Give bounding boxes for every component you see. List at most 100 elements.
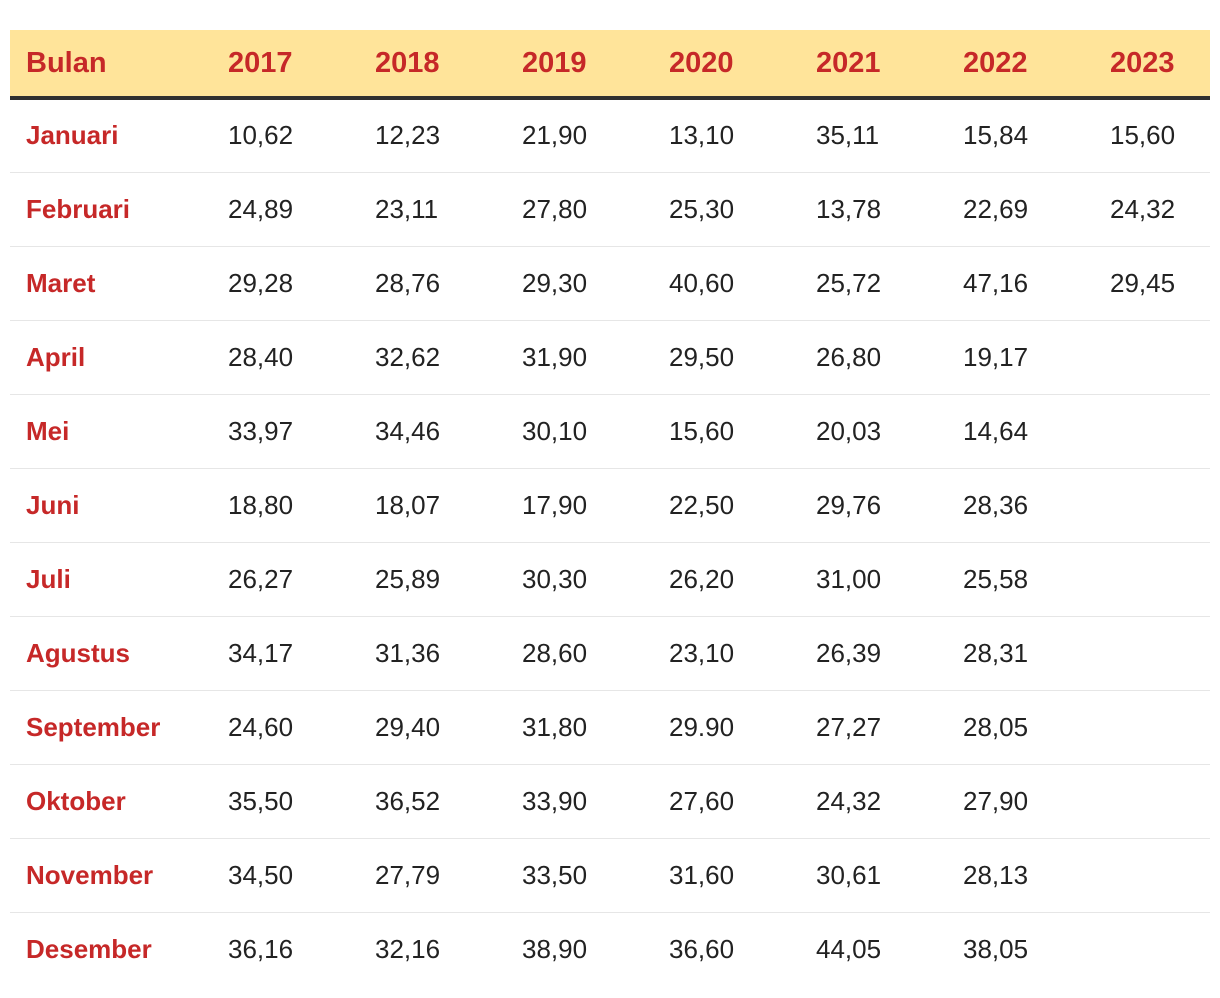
- value-cell: [1094, 394, 1210, 468]
- value-cell: 17,90: [522, 489, 588, 520]
- table-row: Desember 36,16 32,16 38,90 36,60 44,05 38,05: [10, 912, 1210, 986]
- value-cell: 26,80: [816, 341, 882, 372]
- value-cell: 30,30: [522, 563, 588, 594]
- value-cell: 31,00: [816, 563, 882, 594]
- value-cell: [1094, 764, 1210, 838]
- value-cell: 27,79: [375, 859, 441, 890]
- value-cell: [1094, 468, 1210, 542]
- value-cell: 13,78: [816, 193, 882, 224]
- value-cell: 27,27: [816, 711, 882, 742]
- table-row: April 28,40 32,62 31,90 29,50 26,80 19,17: [10, 320, 1210, 394]
- value-cell: 29,50: [669, 341, 735, 372]
- value-cell: 28,13: [963, 859, 1029, 890]
- value-cell: 35,50: [228, 785, 294, 816]
- value-cell: 15,60: [1110, 120, 1176, 151]
- value-cell: 31,60: [669, 859, 735, 890]
- table-row: Juni 18,80 18,07 17,90 22,50 29,76 28,36: [10, 468, 1210, 542]
- header-year-2018: 2018: [375, 46, 440, 79]
- value-cell: 29.90: [669, 711, 735, 742]
- value-cell: 28,76: [375, 267, 441, 298]
- table-row: Januari 10,62 12,23 21,90 13,10 35,11 15,84 15,…: [10, 98, 1210, 172]
- value-cell: 29,76: [816, 489, 882, 520]
- value-cell: 33,97: [228, 415, 294, 446]
- value-cell: 24,60: [228, 711, 294, 742]
- value-cell: 15,60: [669, 415, 735, 446]
- value-cell: [1094, 912, 1210, 986]
- table-row: Mei 33,97 34,46 30,10 15,60 20,03 14,64: [10, 394, 1210, 468]
- value-cell: 28,36: [963, 489, 1029, 520]
- value-cell: 38,05: [963, 933, 1029, 964]
- value-cell: 36,60: [669, 933, 735, 964]
- table-row: September 24,60 29,40 31,80 29.90 27,27 28,05: [10, 690, 1210, 764]
- value-cell: 36,52: [375, 785, 441, 816]
- value-cell: 25,89: [375, 563, 441, 594]
- value-cell: 47,16: [963, 267, 1029, 298]
- table-row: Juli 26,27 25,89 30,30 26,20 31,00 25,58: [10, 542, 1210, 616]
- value-cell: [1094, 838, 1210, 912]
- month-label: Desember: [26, 933, 152, 964]
- value-cell: 29,40: [375, 711, 441, 742]
- value-cell: 27,60: [669, 785, 735, 816]
- value-cell: [1094, 320, 1210, 394]
- header-year-2021: 2021: [816, 46, 881, 79]
- value-cell: 10,62: [228, 120, 294, 151]
- header-year-2022: 2022: [963, 46, 1028, 79]
- value-cell: 27,90: [963, 785, 1029, 816]
- header-year-2023: 2023: [1110, 46, 1175, 79]
- value-cell: 33,50: [522, 859, 588, 890]
- table-row: Februari 24,89 23,11 27,80 25,30 13,78 22,69 24…: [10, 172, 1210, 246]
- value-cell: [1094, 690, 1210, 764]
- month-label: November: [26, 859, 154, 890]
- header-bulan: Bulan: [26, 46, 107, 79]
- value-cell: 36,16: [228, 933, 294, 964]
- value-cell: 28,05: [963, 711, 1029, 742]
- month-label: Oktober: [26, 785, 126, 816]
- value-cell: 26,27: [228, 563, 294, 594]
- value-cell: 19,17: [963, 341, 1029, 372]
- value-cell: 28,60: [522, 637, 588, 668]
- value-cell: [1094, 616, 1210, 690]
- table-body: Januari 10,62 12,23 21,90 13,10 35,11 15,84 15,…: [10, 98, 1210, 986]
- value-cell: 21,90: [522, 120, 588, 151]
- value-cell: 33,90: [522, 785, 588, 816]
- value-cell: 23,11: [375, 193, 439, 224]
- month-label: Juni: [26, 489, 80, 520]
- month-label: Maret: [26, 267, 96, 298]
- header-row: Bulan 2017 2018 2019 2020 2021 2022 2023: [10, 30, 1210, 98]
- value-cell: 34,17: [228, 637, 294, 668]
- value-cell: 30,10: [522, 415, 588, 446]
- value-cell: 38,90: [522, 933, 588, 964]
- month-label: September: [26, 711, 161, 742]
- value-cell: 13,10: [669, 120, 735, 151]
- value-cell: 31,36: [375, 637, 441, 668]
- table-row: November 34,50 27,79 33,50 31,60 30,61 28,13: [10, 838, 1210, 912]
- value-cell: 24,89: [228, 193, 294, 224]
- table-header: Bulan 2017 2018 2019 2020 2021 2022 2023: [10, 30, 1210, 98]
- value-cell: 29,45: [1110, 267, 1176, 298]
- value-cell: 32,16: [375, 933, 441, 964]
- header-year-2020: 2020: [669, 46, 734, 79]
- value-cell: 31,90: [522, 341, 588, 372]
- table-row: Oktober 35,50 36,52 33,90 27,60 24,32 27,90: [10, 764, 1210, 838]
- month-label: April: [26, 341, 86, 372]
- value-cell: 29,28: [228, 267, 294, 298]
- value-cell: 29,30: [522, 267, 588, 298]
- month-label: Agustus: [26, 637, 130, 668]
- value-cell: 25,72: [816, 267, 882, 298]
- value-cell: 14,64: [963, 415, 1029, 446]
- month-label: Januari: [26, 120, 119, 151]
- table-row: Maret 29,28 28,76 29,30 40,60 25,72 47,16 29,45: [10, 246, 1210, 320]
- monthly-data-table: Bulan 2017 2018 2019 2020 2021 2022 2023 Januar…: [10, 30, 1210, 986]
- value-cell: 18,80: [228, 489, 294, 520]
- data-table-container: Bulan 2017 2018 2019 2020 2021 2022 2023 Januar…: [10, 30, 1210, 986]
- value-cell: 12,23: [375, 120, 441, 151]
- value-cell: 18,07: [375, 489, 441, 520]
- value-cell: 25,58: [963, 563, 1029, 594]
- value-cell: 30,61: [816, 859, 882, 890]
- header-year-2017: 2017: [228, 46, 293, 79]
- value-cell: 22,69: [963, 193, 1029, 224]
- value-cell: [1094, 542, 1210, 616]
- value-cell: 24,32: [816, 785, 882, 816]
- value-cell: 26,20: [669, 563, 735, 594]
- month-label: Mei: [26, 415, 70, 446]
